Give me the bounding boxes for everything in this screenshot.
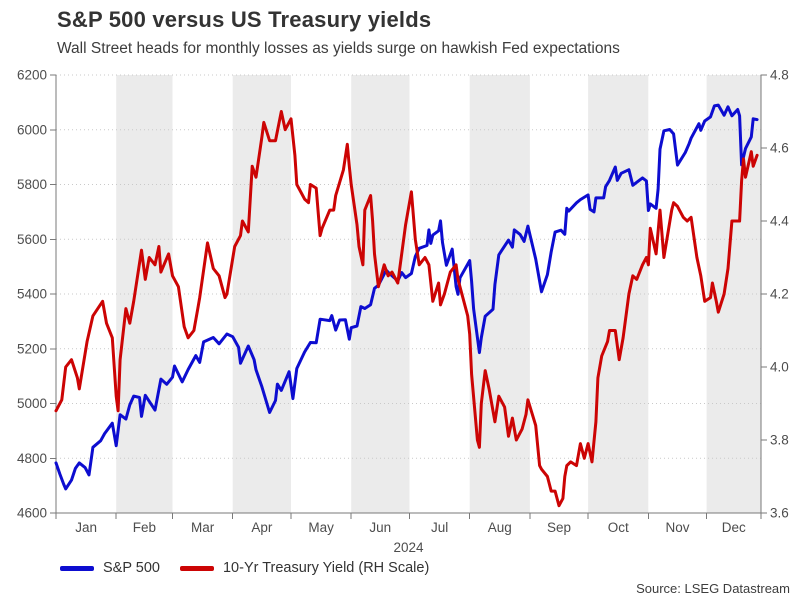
y-right-tick-label: 4.4 [770, 214, 789, 229]
x-month-label: Nov [665, 520, 689, 535]
y-left-tick-label: 5200 [17, 341, 47, 356]
x-month-label: Jan [75, 520, 97, 535]
y-right-tick-label: 4.0 [770, 360, 789, 375]
y-left-tick-label: 5400 [17, 287, 47, 302]
x-month-label: Jul [431, 520, 448, 535]
legend-item-treasury-yield: 10-Yr Treasury Yield (RH Scale) [179, 560, 430, 576]
x-month-label: Mar [191, 520, 215, 535]
y-right-tick-label: 4.2 [770, 287, 789, 302]
treasury-yield-line [54, 110, 759, 508]
x-month-label: Aug [488, 520, 512, 535]
y-left-tick-label: 5000 [17, 396, 47, 411]
sp500-line [54, 103, 759, 491]
y-right-tick-label: 3.8 [770, 433, 789, 448]
month-band [232, 75, 291, 513]
x-month-label: Apr [251, 520, 273, 535]
x-month-label: Feb [133, 520, 156, 535]
y-left-tick-label: 4800 [17, 451, 47, 466]
x-year-label: 2024 [393, 540, 424, 555]
treasury-yield-line-swatch [179, 565, 214, 571]
y-right-tick-label: 3.6 [770, 506, 789, 521]
x-month-label: Jun [369, 520, 391, 535]
legend-item-sp500: S&P 500 [60, 560, 160, 576]
sp500-line-swatch [60, 565, 94, 571]
x-month-label: Sep [547, 520, 571, 535]
chart-subtitle: Wall Street heads for monthly losses as … [57, 40, 620, 57]
y-right-tick-label: 4.6 [770, 141, 789, 156]
month-band [588, 75, 649, 513]
y-left-tick-label: 4600 [17, 506, 47, 521]
x-month-label: Dec [722, 520, 746, 535]
legend-label-treasury-yield: 10-Yr Treasury Yield (RH Scale) [222, 560, 430, 576]
legend-label-sp500: S&P 500 [103, 560, 160, 576]
y-right-tick-label: 4.8 [770, 68, 789, 83]
source-credit: Source: LSEG Datastream [636, 581, 790, 596]
page-title: S&P 500 versus US Treasury yields [57, 7, 432, 32]
y-left-tick-label: 6200 [17, 68, 47, 83]
y-left-tick-label: 5800 [17, 177, 47, 192]
y-left-tick-label: 6000 [17, 122, 47, 137]
y-left-tick-label: 5600 [17, 232, 47, 247]
chart-legend: S&P 500 10-Yr Treasury Yield (RH Scale) [60, 560, 429, 576]
x-month-label: May [308, 520, 334, 535]
x-month-label: Oct [608, 520, 629, 535]
